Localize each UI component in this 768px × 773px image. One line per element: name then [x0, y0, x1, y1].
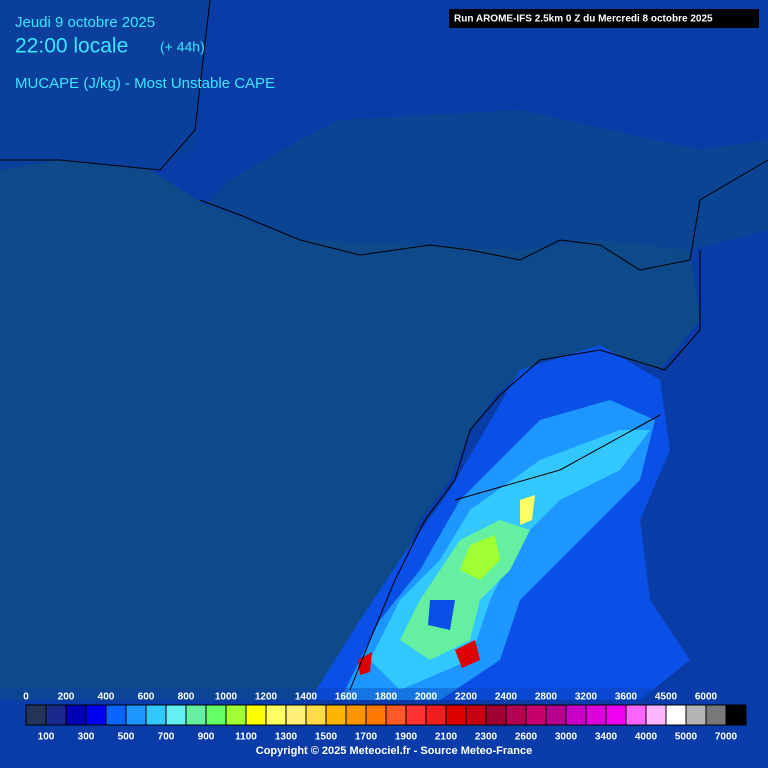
legend-label: 1900: [395, 732, 418, 743]
cape-1300: [520, 495, 535, 525]
border-line: [199, 159, 768, 271]
legend-label: 1200: [255, 692, 278, 703]
legend-swatch: [345, 704, 367, 726]
legend-swatch: [145, 704, 167, 726]
legend-swatch: [165, 704, 187, 726]
legend-swatch: [265, 704, 287, 726]
coastline: [0, 0, 211, 171]
run-box: [449, 9, 759, 28]
legend-swatch: [85, 704, 107, 726]
land: [0, 160, 700, 700]
cape-2200-b: [358, 652, 372, 675]
legend-swatch: [485, 704, 507, 726]
legend-label: 900: [198, 732, 215, 743]
lead: (+ 44h): [160, 39, 205, 55]
legend-swatch: [325, 704, 347, 726]
legend-swatch: [305, 704, 327, 726]
time: 22:00 locale: [15, 35, 128, 58]
legend-area: [0, 688, 768, 768]
legend-swatch: [245, 704, 267, 726]
legend-swatch: [105, 704, 127, 726]
legend-label: 3200: [575, 692, 598, 703]
legend-swatch: [445, 704, 467, 726]
legend-label: 1100: [235, 732, 257, 743]
legend-swatch: [685, 704, 707, 726]
legend-label: 300: [78, 732, 95, 743]
coastline-med: [349, 250, 701, 691]
legend-swatch: [365, 704, 387, 726]
legend-label: 1700: [355, 732, 378, 743]
legend-swatch: [645, 704, 667, 726]
border-line-b: [454, 414, 661, 501]
legend-swatch: [505, 704, 527, 726]
legend-swatch: [665, 704, 687, 726]
legend-label: 2800: [535, 692, 558, 703]
legend-swatch: [585, 704, 607, 726]
legend-swatch: [545, 704, 567, 726]
copyright: Copyright © 2025 Meteociel.fr - Source M…: [256, 745, 532, 757]
legend-label: 2600: [515, 732, 538, 743]
legend-swatch: [25, 704, 47, 726]
date: Jeudi 9 octobre 2025: [15, 14, 155, 31]
legend-label: 4500: [655, 692, 678, 703]
legend-label: 1400: [295, 692, 318, 703]
legend-label: 1500: [315, 732, 338, 743]
cape-1100: [460, 535, 500, 580]
legend-label: 5000: [675, 732, 698, 743]
legend-label: 800: [178, 692, 195, 703]
legend-label: 2300: [475, 732, 498, 743]
cape-hole: [428, 600, 455, 630]
cape-2200: [455, 640, 480, 668]
legend-label: 100: [38, 732, 55, 743]
legend-swatch: [625, 704, 647, 726]
legend-label: 3600: [615, 692, 638, 703]
legend-label: 7000: [715, 732, 738, 743]
legend-label: 1600: [335, 692, 358, 703]
legend-label: 500: [118, 732, 135, 743]
legend: 0 200 400 600 800 1000 1200 1400 1600 1800 2000 220…: [23, 692, 747, 743]
sea-atlantic: [0, 0, 210, 170]
legend-swatch: [65, 704, 87, 726]
legend-label: 1800: [375, 692, 398, 703]
legend-label: 1300: [275, 732, 298, 743]
legend-label: 6000: [695, 692, 718, 703]
legend-label: 3400: [595, 732, 618, 743]
land-north: [205, 110, 768, 250]
legend-swatch: [205, 704, 227, 726]
legend-swatch: [45, 704, 67, 726]
legend-label: 400: [98, 692, 115, 703]
legend-swatch: [725, 704, 747, 726]
legend-label: 2400: [495, 692, 518, 703]
run-info: Run AROME-IFS 2.5km 0 Z du Mercredi 8 oc…: [454, 14, 713, 25]
legend-label: 3000: [555, 732, 578, 743]
legend-swatch: [385, 704, 407, 726]
legend-label: 2200: [455, 692, 478, 703]
legend-label: 4000: [635, 732, 658, 743]
legend-swatch: [285, 704, 307, 726]
legend-swatch: [425, 704, 447, 726]
legend-swatch: [605, 704, 627, 726]
legend-label: 700: [158, 732, 175, 743]
legend-swatch: [185, 704, 207, 726]
legend-swatch: [465, 704, 487, 726]
legend-label: 600: [138, 692, 155, 703]
legend-swatch: [525, 704, 547, 726]
legend-label: 2000: [415, 692, 438, 703]
legend-label: 200: [58, 692, 75, 703]
legend-swatch: [125, 704, 147, 726]
parameter: MUCAPE (J/kg) - Most Unstable CAPE: [15, 75, 275, 92]
legend-swatch: [405, 704, 427, 726]
legend-label: 0: [23, 692, 29, 703]
legend-swatch: [565, 704, 587, 726]
legend-swatch: [705, 704, 727, 726]
legend-label: 1000: [215, 692, 238, 703]
legend-swatch: [225, 704, 247, 726]
legend-label: 2100: [435, 732, 458, 743]
